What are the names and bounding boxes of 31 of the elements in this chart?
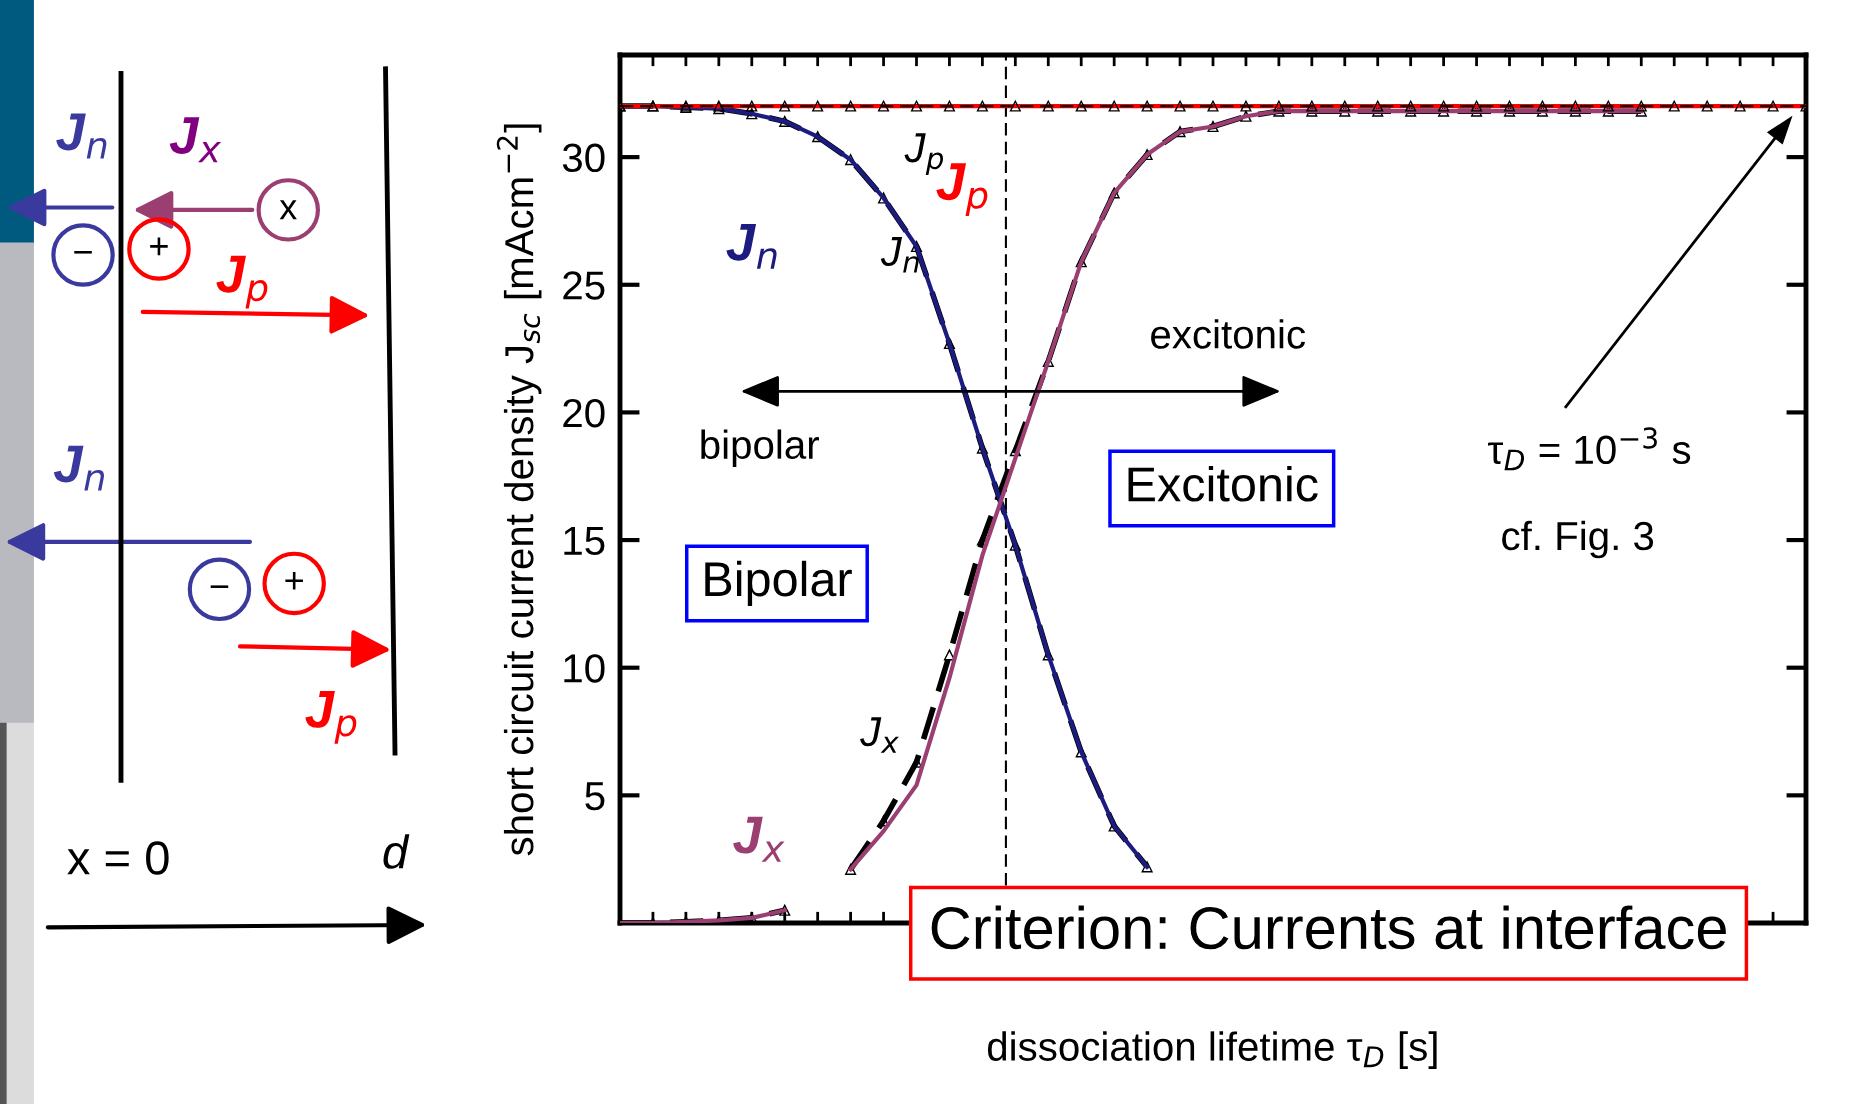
text: +: [285, 571, 303, 590]
text: +: [150, 237, 168, 256]
text: J$_{n}$: [53, 445, 104, 491]
annotation: Excitonic: [1128, 465, 1318, 502]
y-tick-label: 5: [585, 782, 605, 811]
series-label: J$_{n}$: [726, 223, 777, 269]
annotation: τ$_{D}$ = 10$^{−3}$ s: [1488, 427, 1691, 471]
text: J$_{n}$: [56, 113, 107, 159]
annotation: bipolar: [701, 429, 819, 468]
y-tick-label: 25: [563, 271, 605, 300]
text: −: [210, 585, 229, 588]
x-axis-title: dissociation lifetime τ$_{D}$ [s]: [987, 1031, 1437, 1069]
annotation: Bipolar: [705, 560, 852, 607]
text: x: [279, 200, 297, 220]
text: −: [74, 251, 92, 254]
text: J$_{p}$: [216, 255, 268, 309]
text: J$_{p}$: [305, 691, 357, 744]
y-tick-label: 10: [564, 654, 605, 683]
text: x = 0: [67, 841, 169, 875]
text: d: [383, 834, 410, 869]
y-tick-label: 20: [563, 398, 605, 428]
annotation: cf. Fig. 3: [1502, 520, 1654, 559]
y-axis-title: short circuit current density J$_{sc}$ [mAcm$^{−2}$]: [496, 124, 542, 856]
y-tick-label: 30: [562, 143, 605, 173]
series-label: J$_{x}$: [860, 717, 899, 753]
y-tick-label: 15: [564, 526, 605, 556]
text: J$_{x}$: [169, 117, 222, 163]
series-label: J$_{n}$: [880, 236, 919, 273]
series-label: J$_{x}$: [733, 816, 785, 862]
annotation: Criterion: Currents at interface: [931, 905, 1726, 950]
annotation: excitonic: [1151, 319, 1306, 349]
